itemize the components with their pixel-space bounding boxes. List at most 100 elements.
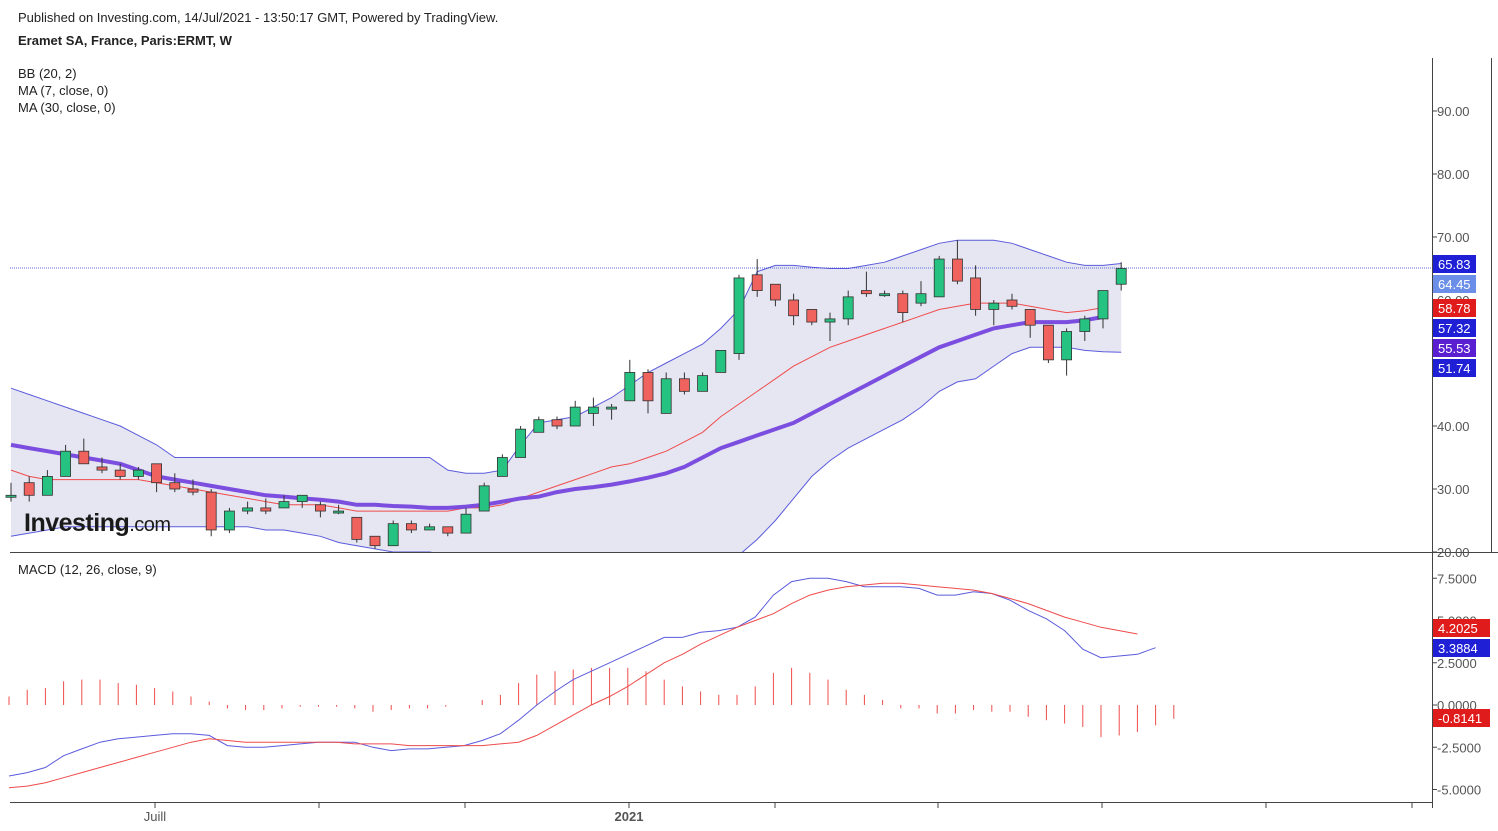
- published-note: Published on Investing.com, 14/Jul/2021 …: [18, 10, 499, 25]
- candle-body: [952, 258, 963, 282]
- candle-body: [861, 290, 872, 295]
- candle: [806, 309, 818, 326]
- candle-body: [242, 507, 254, 512]
- candle-body: [351, 516, 363, 540]
- candle: [1024, 309, 1036, 338]
- candle-body: [1097, 290, 1109, 320]
- candle-body: [278, 501, 290, 509]
- candle: [387, 520, 399, 547]
- candle: [970, 265, 981, 316]
- candle-body: [333, 510, 345, 514]
- candle: [879, 290, 890, 297]
- candle: [551, 416, 563, 430]
- bb-fill: [11, 240, 1122, 552]
- tag-ma30: 55.53: [1433, 339, 1476, 357]
- candle-body: [1079, 318, 1091, 332]
- macd-panel: [8, 577, 1175, 789]
- indicator-bb[interactable]: BB (20, 2): [18, 66, 77, 81]
- candle-body: [806, 309, 818, 323]
- candle: [697, 372, 708, 392]
- candle: [369, 535, 381, 549]
- tag-close-bg: [1433, 275, 1476, 293]
- candle: [478, 482, 490, 512]
- tag-macd-bg: [1433, 639, 1490, 657]
- candle-body: [660, 378, 672, 414]
- candle-body: [788, 299, 799, 317]
- candle: [1097, 290, 1109, 329]
- price-tick-label: 20.00: [1437, 545, 1470, 560]
- candle: [842, 290, 854, 326]
- candle: [242, 501, 254, 515]
- indicator-ma7[interactable]: MA (7, close, 0): [18, 83, 109, 98]
- tag-hist: -0.8141: [1433, 709, 1490, 727]
- tag-ma7: 58.78: [1433, 299, 1476, 317]
- signal-line: [8, 582, 1138, 789]
- candle-body: [751, 274, 763, 291]
- tag-macd-text: 3.3884: [1438, 641, 1478, 656]
- candle: [1079, 315, 1091, 341]
- logo-brand: Investing: [24, 509, 130, 537]
- tag-hist-text: -0.8141: [1438, 711, 1482, 726]
- tag-bb-upper: 65.83: [1433, 255, 1476, 273]
- candle-body: [697, 375, 708, 392]
- candle-body: [879, 293, 890, 297]
- candle: [606, 403, 617, 420]
- candle-body: [733, 277, 745, 354]
- last-value-tags: 65.83 64.45 58.78 57.32 55.53 51.74 4.2025 3.38…: [1433, 255, 1490, 727]
- candle-body: [296, 494, 308, 502]
- candle-body: [624, 372, 636, 402]
- price-tick-label: 30.00: [1437, 482, 1470, 497]
- candle-body: [606, 406, 617, 410]
- candle: [223, 507, 235, 534]
- price-tick-label: 80.00: [1437, 167, 1470, 182]
- candle: [460, 507, 472, 534]
- candle: [788, 293, 799, 326]
- candle: [642, 369, 654, 414]
- candles: [5, 240, 1127, 549]
- candle-body: [205, 491, 217, 531]
- candle-body: [369, 535, 381, 547]
- candle: [496, 454, 508, 477]
- candle: [1006, 293, 1018, 310]
- candle: [624, 359, 636, 402]
- indicator-ma30[interactable]: MA (30, close, 0): [18, 100, 116, 115]
- tag-ma7-bg: [1433, 299, 1476, 317]
- candle-body: [187, 488, 199, 493]
- macd-tick-label: 2.5000: [1437, 656, 1477, 671]
- tag-ma30-text: 55.53: [1438, 341, 1471, 356]
- candle-body: [715, 349, 727, 373]
- candle-body: [588, 406, 599, 414]
- candle-body: [1115, 268, 1127, 285]
- candle-body: [842, 296, 854, 320]
- candle: [114, 463, 126, 480]
- candle-body: [5, 494, 17, 498]
- candle-body: [770, 283, 781, 301]
- candle-body: [460, 513, 472, 534]
- candle-body: [915, 293, 927, 304]
- candle-body: [23, 482, 35, 496]
- indicator-macd[interactable]: MACD (12, 26, close, 9): [18, 562, 157, 577]
- macd-tags: 4.2025 3.3884 -0.8141: [1433, 619, 1490, 727]
- candle-body: [533, 419, 545, 433]
- candle: [515, 426, 526, 458]
- candle: [824, 312, 836, 341]
- macd-tick-label: 7.5000: [1437, 571, 1477, 586]
- candle: [897, 290, 909, 323]
- candle-body: [96, 466, 108, 471]
- macd-line: [8, 577, 1156, 777]
- candle: [733, 274, 745, 360]
- candle-body: [478, 485, 490, 512]
- tag-signal-bg: [1433, 619, 1490, 637]
- candle: [205, 489, 217, 537]
- bb-upper-line: [10, 239, 1122, 474]
- tag-bb-lower-bg: [1433, 359, 1476, 377]
- candle: [132, 466, 144, 480]
- bb-lower-line: [10, 346, 1122, 552]
- price-tick-label: 90.00: [1437, 104, 1470, 119]
- tag-bb-mid-bg: [1433, 319, 1476, 337]
- candle-body: [223, 510, 235, 531]
- tag-close: 64.45: [1433, 275, 1476, 293]
- candle-body: [897, 293, 909, 314]
- macd-tick-label: -2.5000: [1437, 740, 1481, 755]
